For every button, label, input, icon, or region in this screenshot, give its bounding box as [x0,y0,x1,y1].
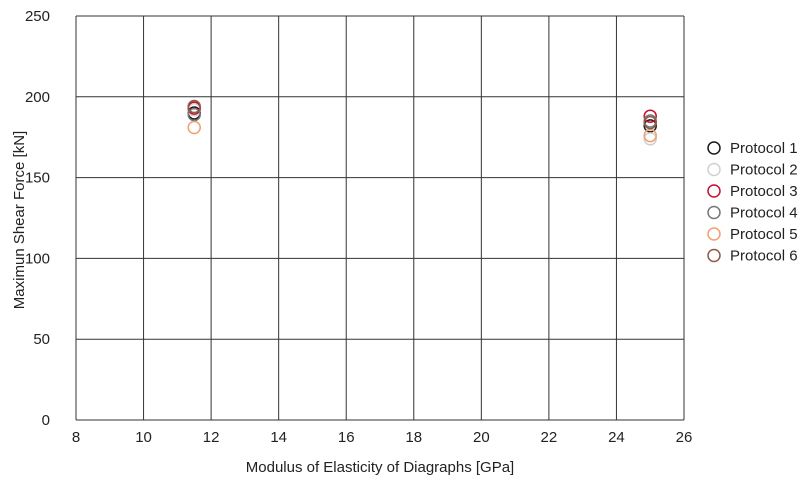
data-point-protocol-6 [187,99,201,114]
legend-label-protocol-1: Protocol 1 [730,140,798,157]
y-tick-label: 150 [25,170,50,187]
x-tick-label: 16 [338,429,355,446]
y-tick-labels: 0 50 100 150 200 250 [25,8,50,429]
data-point-protocol-5 [187,120,201,135]
x-tick-label: 18 [405,429,422,446]
x-tick-label: 10 [135,429,152,446]
x-tick-label: 26 [676,429,693,446]
data-point-protocol-5 [643,128,657,143]
y-tick-label: 50 [33,331,50,348]
legend-marker-protocol-5 [707,227,721,241]
legend-marker-protocol-3 [707,184,721,198]
y-tick-label: 100 [25,250,50,267]
x-tick-label: 22 [541,429,558,446]
x-tick-label: 8 [72,429,80,446]
x-tick-label: 24 [608,429,625,446]
x-tick-label: 20 [473,429,490,446]
y-tick-label: 250 [25,8,50,25]
data-point-protocol-2 [643,132,657,146]
y-tick-label: 200 [25,89,50,106]
legend-label-protocol-3: Protocol 3 [730,183,798,200]
legend-marker-protocol-4 [707,205,721,220]
x-tick-label: 14 [270,429,287,446]
legend-marker-protocol-6 [707,248,721,263]
data-point-protocol-6 [643,115,657,130]
legend-marker-protocol-2 [707,162,721,177]
legend-label-protocol-2: Protocol 2 [730,162,798,179]
data-point-protocol-3 [643,109,657,123]
data-point-protocol-4 [187,107,201,122]
y-tick-label: 0 [42,412,50,429]
x-tick-labels: 8 10 12 14 16 18 20 22 24 26 [72,429,693,446]
y-axis-label: Maximun Shear Force [kN] [11,131,28,309]
data-point-protocol-1 [643,119,657,133]
legend-label-protocol-4: Protocol 4 [730,205,798,222]
x-tick-label: 12 [203,429,220,446]
x-axis-label: Modulus of Elasticity of Diagraphs [GPa] [246,459,514,476]
legend-label-protocol-5: Protocol 5 [730,226,798,243]
data-points [187,99,657,146]
legend-marker-protocol-1 [707,141,721,155]
grid-lines [75,15,685,421]
legend: Protocol 1 Protocol 2 Protocol 3 Protocol 4… [707,140,798,265]
legend-label-protocol-6: Protocol 6 [730,248,798,265]
